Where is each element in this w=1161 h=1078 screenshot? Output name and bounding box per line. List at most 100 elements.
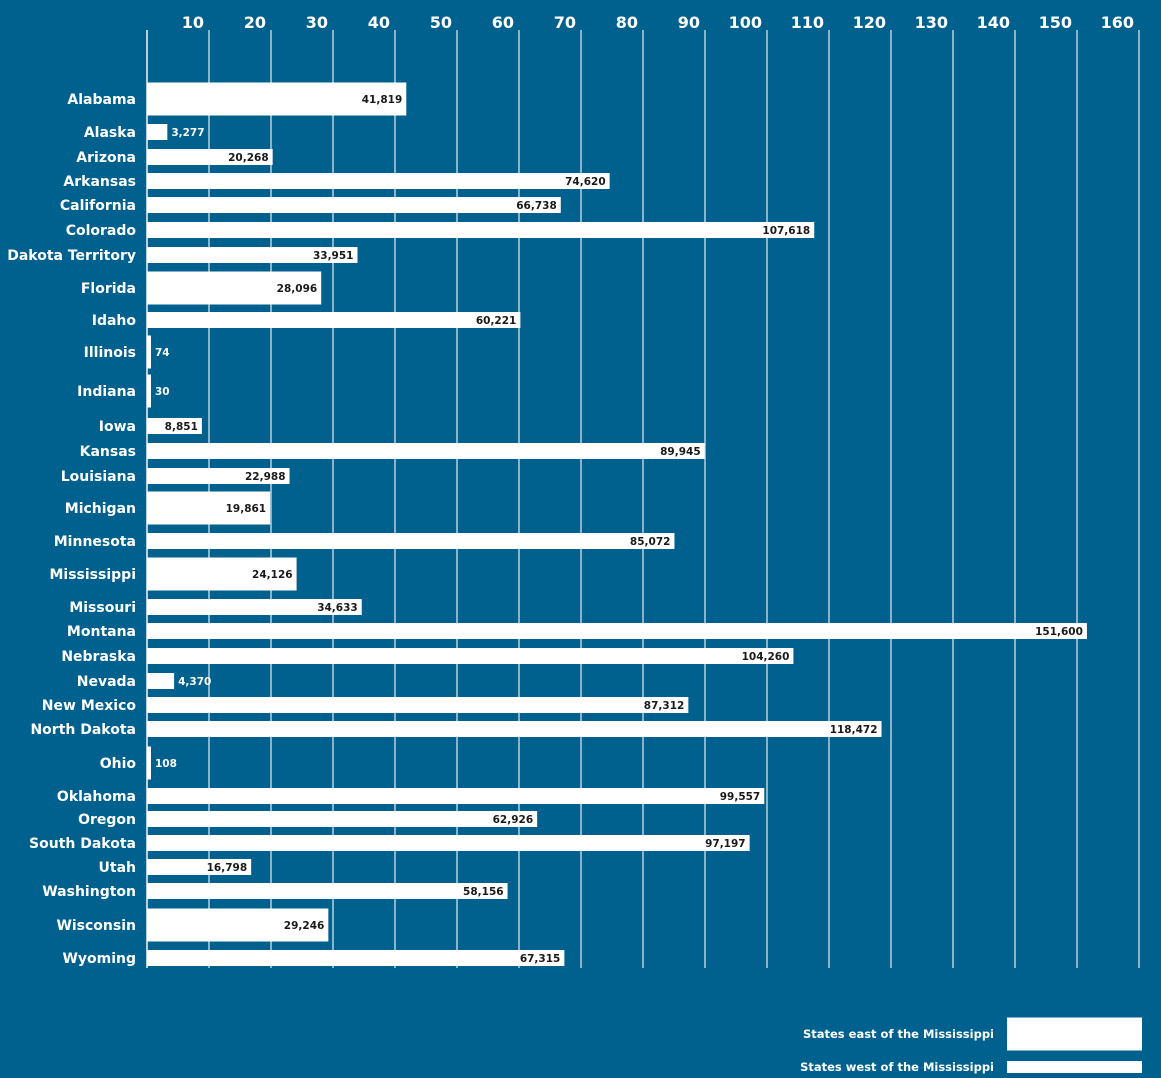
category-label: Colorado	[66, 223, 137, 239]
bar-row: Utah 16,798	[99, 859, 252, 876]
category-label: Michigan	[65, 501, 136, 517]
value-label: 28,096	[277, 283, 318, 295]
category-label: Arkansas	[63, 174, 136, 190]
bar-row: Illinois 74	[84, 335, 170, 369]
value-label: 66,738	[516, 200, 557, 212]
category-label: Kansas	[80, 444, 136, 460]
value-label: 99,557	[720, 791, 761, 803]
bar-row: New Mexico 87,312	[42, 697, 689, 714]
gridlines	[146, 30, 1140, 968]
value-label: 34,633	[317, 602, 358, 614]
bar	[147, 247, 358, 263]
value-label: 97,197	[705, 838, 746, 850]
category-label: Washington	[42, 884, 136, 900]
bar	[147, 788, 765, 804]
category-label: Oregon	[78, 812, 136, 828]
value-label: 24,126	[252, 569, 293, 581]
category-label: Dakota Territory	[7, 248, 136, 264]
bar-row: Iowa 8,851	[99, 418, 202, 435]
value-label: 3,277	[171, 127, 204, 139]
x-tick-label: 50	[430, 13, 452, 32]
category-label: Montana	[67, 624, 136, 640]
category-label: California	[60, 198, 136, 214]
x-tick-label: 150	[1039, 13, 1072, 32]
category-label: Nebraska	[61, 649, 136, 665]
category-label: Arizona	[76, 150, 136, 166]
category-label: South Dakota	[29, 836, 136, 852]
category-label: Alabama	[67, 92, 136, 108]
bar	[147, 271, 322, 305]
category-label: New Mexico	[42, 698, 137, 714]
bar	[147, 950, 565, 966]
x-tick-label: 10	[182, 13, 204, 32]
category-label: Nevada	[77, 674, 136, 690]
bar-row: Washington 58,156	[42, 883, 508, 900]
bar	[147, 374, 151, 408]
bar	[147, 599, 362, 615]
category-label: Florida	[81, 281, 136, 297]
bar-row: Minnesota 85,072	[54, 533, 675, 550]
bar	[147, 418, 202, 434]
category-label: Indiana	[77, 384, 136, 400]
value-label: 8,851	[165, 421, 198, 433]
x-tick-label: 160	[1101, 13, 1134, 32]
x-tick-label: 60	[492, 13, 514, 32]
value-label: 107,618	[762, 225, 810, 237]
value-label: 4,370	[178, 676, 211, 688]
bar	[147, 312, 521, 328]
x-tick-label: 90	[678, 13, 700, 32]
category-label: Ohio	[100, 756, 137, 772]
bar	[147, 835, 750, 851]
bar	[147, 648, 794, 664]
x-tick-label: 70	[554, 13, 576, 32]
legend-item: States west of the Mississippi	[800, 1060, 1142, 1074]
category-label: Minnesota	[54, 534, 136, 550]
legend-swatch	[1007, 1061, 1142, 1073]
value-label: 33,951	[313, 250, 354, 262]
bar-row: Alaska 3,277	[84, 124, 205, 141]
bar	[147, 468, 290, 484]
bar	[147, 623, 1087, 639]
category-label: Alaska	[84, 125, 136, 141]
legend-swatch	[1007, 1017, 1142, 1051]
bar-row: Oklahoma 99,557	[57, 788, 765, 805]
bar-row: Arizona 20,268	[76, 149, 273, 166]
bar	[147, 491, 271, 525]
legend-item: States east of the Mississippi	[803, 1017, 1142, 1051]
category-label: Oklahoma	[57, 789, 136, 805]
bar-row: Wisconsin 29,246	[56, 908, 329, 942]
bar-row: Oregon 62,926	[78, 811, 538, 828]
value-label: 29,246	[284, 920, 325, 932]
category-label: North Dakota	[30, 722, 136, 738]
category-label: Wyoming	[62, 951, 136, 967]
value-label: 74,620	[565, 176, 606, 188]
value-label: 151,600	[1035, 626, 1083, 638]
bar-row: California 66,738	[60, 197, 561, 214]
legend: States east of the Mississippi States wes…	[800, 1017, 1142, 1074]
bar-row: Montana 151,600	[67, 623, 1087, 640]
bar	[147, 746, 151, 780]
bar	[147, 197, 561, 213]
bar	[147, 673, 175, 689]
x-tick-label: 100	[729, 13, 762, 32]
value-label: 87,312	[644, 700, 685, 712]
bar-row: Nebraska 104,260	[61, 648, 794, 665]
bar	[147, 697, 689, 713]
x-tick-label: 40	[368, 13, 390, 32]
value-label: 108	[155, 758, 177, 770]
value-label: 74	[155, 347, 170, 359]
value-label: 58,156	[463, 886, 504, 898]
bar	[147, 443, 705, 459]
category-label: Illinois	[84, 345, 136, 361]
bar	[147, 335, 151, 369]
value-label: 118,472	[830, 724, 878, 736]
value-label: 16,798	[207, 862, 248, 874]
value-label: 22,988	[245, 471, 286, 483]
category-label: Wisconsin	[56, 918, 136, 934]
category-label: Missouri	[69, 600, 136, 616]
bar-row: Colorado 107,618	[66, 222, 815, 239]
bar-row: Ohio 108	[100, 746, 177, 780]
bar	[147, 557, 297, 591]
bar	[147, 124, 168, 140]
